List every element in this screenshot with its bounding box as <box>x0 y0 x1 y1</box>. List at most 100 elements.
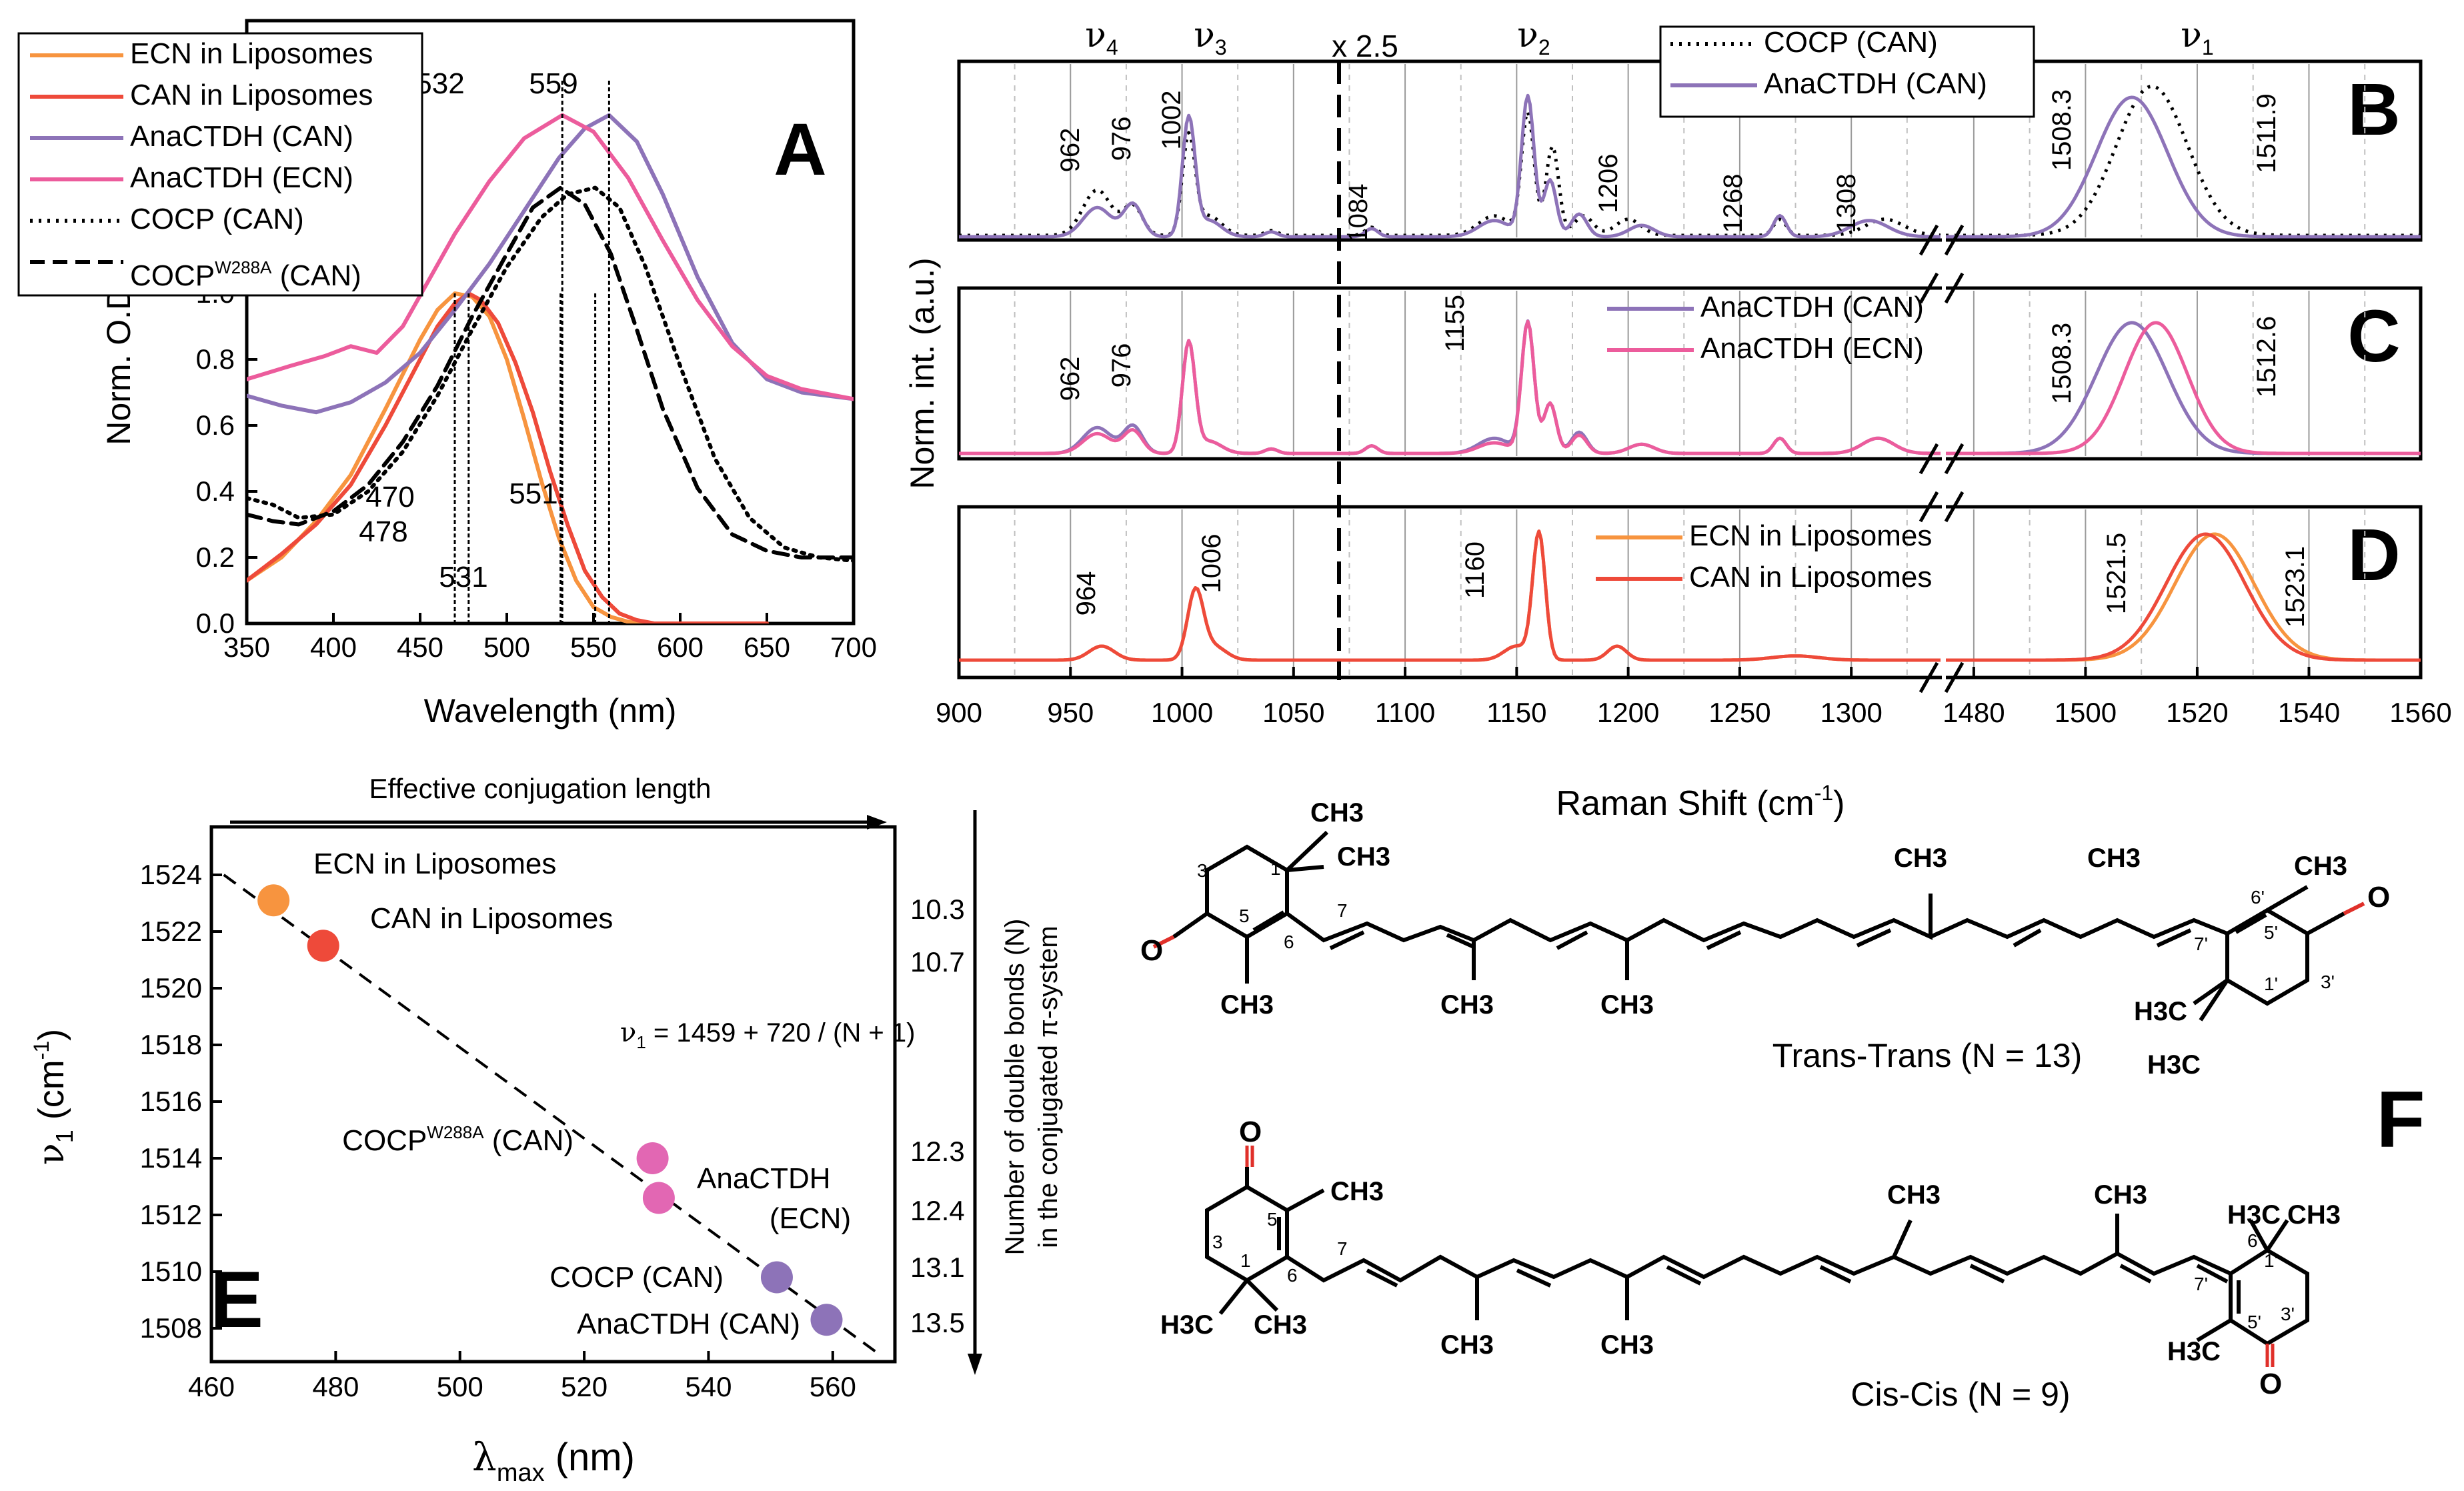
y-tick-label: 1514 <box>140 1142 202 1174</box>
raman-x-tick-label: 1520 <box>2166 697 2228 728</box>
band-label-sub: 4 <box>1106 35 1118 59</box>
panel-b-label: B <box>2347 69 2400 151</box>
point-label-text: AnaCTDH (CAN) <box>577 1308 800 1340</box>
panel-f-structures: O O CH3 CH3 CH3 CH3 CH3 CH3 CH3 CH3 H3C … <box>1140 798 2425 1413</box>
panel-e-xlabel: λmax (nm) <box>472 1434 635 1487</box>
x-tick-label: 450 <box>397 631 443 663</box>
raman-x-tick-label: 1540 <box>2278 697 2340 728</box>
atom-number: 5 <box>1267 1209 1278 1230</box>
point-label-anactdh-can: AnaCTDH (CAN) <box>577 1308 800 1340</box>
atom-number: 7 <box>1337 900 1348 921</box>
keto-bond-red-right <box>2343 902 2365 916</box>
atom-number: 1' <box>2264 974 2278 994</box>
series-line-can-in-liposomes <box>247 291 769 623</box>
methyl-label: CH3 <box>1887 1180 1941 1210</box>
y-tick-label: 0.6 <box>196 409 235 441</box>
methyl-label: CH3 <box>1254 1310 1307 1340</box>
x-tick-label: 520 <box>561 1371 607 1402</box>
methyl-label: H3C <box>2167 1337 2221 1366</box>
atom-number: 6 <box>1284 932 1294 952</box>
peak-label-B-976: 976 <box>1107 117 1136 161</box>
peak-label-C-1512.6: 1512.6 <box>2252 316 2281 397</box>
raman-series-B-anactdh-can-low <box>959 93 1941 239</box>
caption-cis-cis: Cis-Cis (N = 9) <box>1851 1376 2070 1413</box>
polyene-chain-top <box>1286 894 2229 980</box>
band-label-2: ν2 <box>1517 15 1550 59</box>
caption-trans-trans: Trans-Trans (N = 13) <box>1772 1037 2082 1074</box>
series-line-ecn-in-liposomes <box>247 291 769 623</box>
oxygen-left-bottom: O <box>1239 1116 1262 1148</box>
legend-label-D-can-in-liposomes: CAN in Liposomes <box>1689 561 1932 593</box>
keto-bond-red-left <box>1152 935 1175 949</box>
peak-label-D-1521.5: 1521.5 <box>2102 533 2131 614</box>
raman-xlabel: Raman Shift (cm-1) <box>1556 781 1845 823</box>
peak-label-532: 532 <box>415 67 464 100</box>
panel-bcd-raman: B C D 962 976 1002 1084 1206 1268 1308 1508.3 1511… <box>904 15 2452 823</box>
axis-break-mark <box>1944 661 1965 693</box>
right-axis-label-line2: in the conjugated π-system <box>1034 926 1063 1248</box>
y-tick-label: 1518 <box>140 1029 202 1060</box>
methyl-label: CH3 <box>1310 798 1364 828</box>
x-tick-label: 480 <box>312 1371 359 1402</box>
band-label-symbol: ν <box>1194 15 1215 55</box>
legend-label-D-ecn-in-liposomes: ECN in Liposomes <box>1689 519 1932 552</box>
x-tick-label: 700 <box>830 631 877 663</box>
panel-c-label: C <box>2347 295 2400 377</box>
peak-label-C-1508.3: 1508.3 <box>2047 323 2077 404</box>
point-anactdh-ecn <box>642 1182 675 1214</box>
atom-number: 1' <box>2264 1250 2278 1271</box>
raman-break-gap <box>1942 504 1946 680</box>
conjugation-arrow-head <box>867 815 887 830</box>
keto-bond-red-bottom-right <box>2265 1344 2275 1367</box>
methyl-label: CH3 <box>1220 990 1274 1020</box>
x-tick-label: 500 <box>437 1371 483 1402</box>
axis-break-mark <box>1919 661 1939 693</box>
trans-trans-atom-numbers: 1 3 5 6 7 7' 6' 5' 1' 3' <box>1197 858 2335 994</box>
atom-number: 5' <box>2264 922 2278 943</box>
raman-series-C-anactdh-ecn-high <box>1945 321 2421 455</box>
band-label-sub: 1 <box>2202 35 2214 59</box>
series-line-anactdh-ecn <box>247 113 854 401</box>
point-ecn-in-liposomes <box>257 884 290 917</box>
raman-x-tick-label: 1000 <box>1151 697 1213 728</box>
ring-right-substituents <box>2193 885 2345 1022</box>
series-line-cocp-w288a-can <box>247 185 854 559</box>
panel-e-point-labels: ECN in Liposomes CAN in Liposomes COCPW288… <box>313 848 851 1340</box>
point-can-in-liposomes <box>307 930 339 962</box>
axis-break-mark <box>1919 224 1939 256</box>
band-label-3: ν3 <box>1194 15 1226 59</box>
keto-bond-red-bottom-left <box>1245 1146 1254 1167</box>
point-label-text: COCP (CAN) <box>549 1261 724 1294</box>
band-label-sub: 3 <box>1215 35 1227 59</box>
peak-label-B-1206: 1206 <box>1594 154 1623 213</box>
point-label-can-in-liposomes: CAN in Liposomes <box>370 902 613 935</box>
y-tick-label: 1520 <box>140 972 202 1004</box>
peak-label-C-1155: 1155 <box>1440 295 1470 352</box>
point-label-text: COCP <box>342 1124 427 1157</box>
raman-series <box>959 85 2421 662</box>
raman-x-tick-label: 950 <box>1047 697 1094 728</box>
y-tick-label: 1510 <box>140 1256 202 1287</box>
atom-number: 3' <box>2321 972 2335 992</box>
peak-label-D-964: 964 <box>1072 571 1101 616</box>
raman-break-gap <box>1942 285 1946 461</box>
peak-label-B-1084: 1084 <box>1344 184 1373 243</box>
point-label-line2: (ECN) <box>770 1202 851 1235</box>
point-label-cocp: COCPW288A (CAN) <box>342 1122 573 1157</box>
point-anactdh-can <box>810 1304 843 1336</box>
peak-label-D-1160: 1160 <box>1460 541 1490 599</box>
atom-number: 3 <box>1197 860 1208 881</box>
raman-series-C-anactdh-ecn-low <box>959 319 1941 455</box>
panel-e-points <box>257 884 843 1336</box>
raman-series-D-can-in-liposomes-high <box>1945 532 2421 662</box>
legend-label-cocp-can: COCP (CAN) <box>130 203 304 235</box>
x-tick-label: 540 <box>685 1371 732 1402</box>
cis-cis-methyl-labels: CH3 CH3 CH3 CH3 H3C CH3 H3C CH3 H3C CH3 <box>1160 1177 2341 1366</box>
cis-cis-atom-numbers: 3 5 1 6 7 7' 6' 1' 5' 3' <box>1212 1209 2295 1332</box>
panel-a-frame <box>245 19 856 625</box>
atom-number: 7 <box>1337 1238 1348 1259</box>
point-label-text: ECN in Liposomes <box>313 848 556 880</box>
peak-label-B-1511.9: 1511.9 <box>2252 93 2281 173</box>
y-tick-label: 1512 <box>140 1199 202 1230</box>
panel-d-label: D <box>2347 514 2400 596</box>
